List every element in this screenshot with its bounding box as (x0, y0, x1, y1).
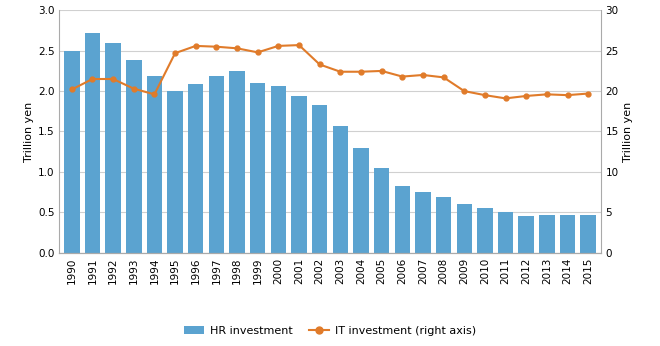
IT investment (right axis) (275, 44, 282, 48)
IT investment (right axis) (481, 93, 489, 97)
Bar (126, 60, 141, 253)
IT investment (right axis) (192, 44, 200, 48)
Bar (168, 91, 183, 253)
IT investment (right axis) (584, 91, 592, 95)
Y-axis label: Trillion yen: Trillion yen (24, 101, 34, 162)
IT investment (right axis) (378, 69, 385, 73)
IT investment (right axis) (502, 96, 510, 100)
Bar (106, 43, 121, 253)
Bar (250, 83, 265, 253)
Bar (374, 168, 389, 253)
Bar (333, 126, 348, 253)
Bar (291, 96, 307, 253)
IT investment (right axis) (213, 45, 220, 49)
Bar (209, 76, 224, 253)
IT investment (right axis) (253, 50, 261, 54)
Bar (457, 204, 472, 253)
Bar (477, 208, 492, 253)
Bar (560, 216, 576, 253)
Legend: HR investment, IT investment (right axis): HR investment, IT investment (right axis… (180, 321, 480, 340)
IT investment (right axis) (564, 93, 572, 97)
IT investment (right axis) (295, 43, 303, 47)
Bar (147, 76, 162, 253)
IT investment (right axis) (522, 94, 530, 98)
IT investment (right axis) (337, 70, 345, 74)
IT investment (right axis) (357, 70, 365, 74)
Bar (229, 71, 245, 253)
Bar (84, 33, 100, 253)
IT investment (right axis) (460, 89, 468, 93)
IT investment (right axis) (315, 62, 323, 66)
IT investment (right axis) (543, 92, 551, 97)
Bar (188, 84, 203, 253)
Bar (519, 216, 534, 253)
Bar (436, 197, 451, 253)
Bar (395, 186, 410, 253)
Line: IT investment (right axis): IT investment (right axis) (69, 43, 591, 101)
IT investment (right axis) (399, 74, 407, 79)
Bar (312, 105, 327, 253)
IT investment (right axis) (68, 88, 76, 92)
IT investment (right axis) (419, 73, 427, 77)
IT investment (right axis) (440, 75, 447, 80)
IT investment (right axis) (88, 77, 96, 81)
Bar (539, 216, 554, 253)
Bar (498, 212, 513, 253)
Bar (271, 86, 286, 253)
Bar (580, 216, 596, 253)
IT investment (right axis) (130, 86, 138, 91)
IT investment (right axis) (233, 46, 241, 51)
Bar (415, 192, 431, 253)
IT investment (right axis) (150, 92, 158, 97)
Bar (353, 148, 369, 253)
Y-axis label: Trillion yen: Trillion yen (623, 101, 633, 162)
IT investment (right axis) (171, 51, 179, 55)
Bar (64, 51, 80, 253)
IT investment (right axis) (109, 77, 117, 81)
